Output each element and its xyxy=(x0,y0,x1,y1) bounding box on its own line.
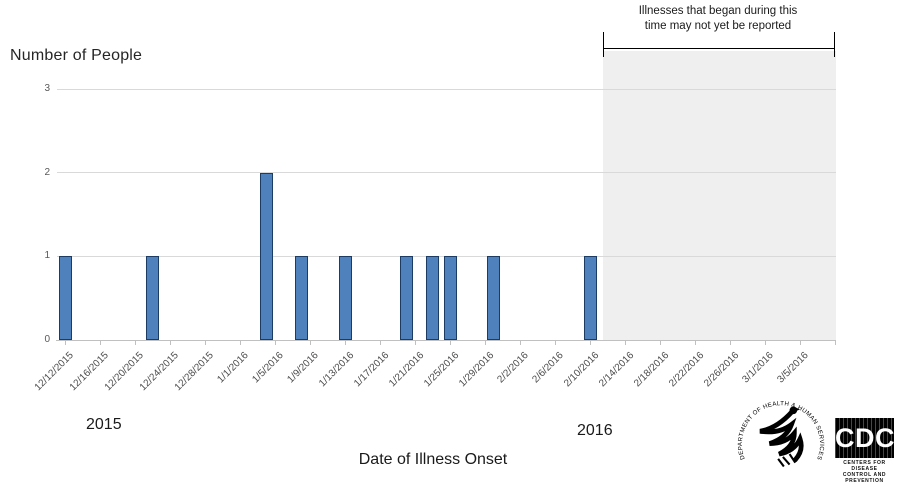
x-tick-label: 3/5/2016 xyxy=(653,345,810,385)
x-tick-mark xyxy=(730,341,731,345)
y-tick-label: 0 xyxy=(44,334,50,345)
x-tick-mark xyxy=(240,341,241,345)
x-tick-mark xyxy=(275,341,276,345)
x-tick-mark xyxy=(100,341,101,345)
case-bar xyxy=(338,256,352,340)
case-bar xyxy=(443,256,457,340)
case-bar xyxy=(58,256,72,340)
x-tick-mark xyxy=(695,341,696,345)
x-tick-mark xyxy=(485,341,486,345)
case-bar xyxy=(426,256,439,340)
y-axis-title: Number of People xyxy=(10,47,143,64)
cdc-logo: CDC CENTERS FOR DISEASE CONTROL AND PREV… xyxy=(835,418,895,484)
x-axis-line xyxy=(56,340,836,341)
x-tick-label-text: 3/5/2016 xyxy=(775,350,811,386)
y-tick-label: 1 xyxy=(44,250,50,262)
x-tick-mark xyxy=(555,341,556,345)
x-tick-mark xyxy=(765,341,766,345)
x-tick-mark xyxy=(835,341,836,345)
x-tick-mark xyxy=(450,341,451,345)
unreported-annotation-line1: Illnesses that began during this xyxy=(638,5,798,17)
x-tick-mark xyxy=(65,341,66,345)
case-bar xyxy=(583,256,597,340)
x-tick-mark xyxy=(345,341,346,345)
unreported-annotation: Illnesses that began during this time ma… xyxy=(601,4,835,34)
y-tick-label: 2 xyxy=(44,166,50,178)
x-tick-mark xyxy=(520,341,521,345)
x-tick-mark xyxy=(135,341,136,345)
case-bar xyxy=(294,256,308,340)
x-tick-mark xyxy=(415,341,416,345)
x-tick-mark xyxy=(310,341,311,345)
x-tick-mark xyxy=(205,341,206,345)
y-tick-label: 3 xyxy=(44,83,50,95)
x-tick-mark xyxy=(170,341,171,345)
x-tick-mark xyxy=(590,341,591,345)
unreported-period-shading xyxy=(603,51,836,340)
case-bar xyxy=(259,172,273,340)
annotation-bracket-line xyxy=(603,48,835,49)
year-label-2015: 2015 xyxy=(86,416,122,433)
x-tick-mark xyxy=(800,341,801,345)
x-tick-mark xyxy=(625,341,626,345)
case-bar xyxy=(399,256,413,340)
cdc-logo-box: CDC xyxy=(835,418,895,458)
x-tick-mark xyxy=(380,341,381,345)
unreported-annotation-line2: time may not yet be reported xyxy=(644,20,792,32)
case-bar xyxy=(487,256,501,340)
x-axis-title: Date of Illness Onset xyxy=(358,451,508,468)
year-label-2016: 2016 xyxy=(577,422,613,439)
gridline-y3 xyxy=(57,88,836,90)
cdc-logo-caption: CENTERS FOR DISEASE CONTROL AND PREVENTI… xyxy=(842,460,887,484)
hhs-seal-logo: DEPARTMENT OF HEALTH & HUMAN SERVICES • … xyxy=(731,391,829,476)
gridline-y2 xyxy=(57,172,836,174)
case-bar xyxy=(146,256,159,340)
annotation-bracket-left-tick xyxy=(603,32,604,57)
annotation-bracket-right-tick xyxy=(834,32,835,57)
hhs-eagle-icon: DEPARTMENT OF HEALTH & HUMAN SERVICES • … xyxy=(731,391,825,468)
x-tick-mark xyxy=(660,341,661,345)
